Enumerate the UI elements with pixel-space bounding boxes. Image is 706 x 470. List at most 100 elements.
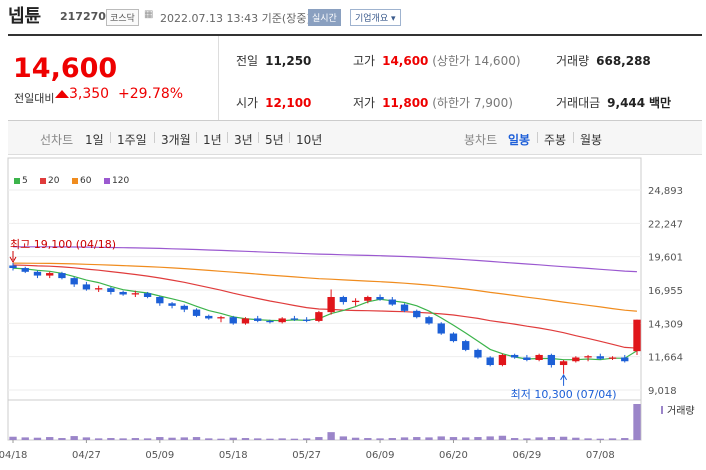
volume: 거래량 668,288	[556, 52, 651, 69]
upper-limit: (상한가 14,600)	[432, 54, 521, 68]
candle-body	[547, 354, 556, 366]
low-price: 저가 11,800 (하한가 7,900)	[353, 94, 513, 111]
candle-body	[339, 296, 348, 303]
tab-10y[interactable]: 10년	[296, 133, 323, 147]
volume-bar	[486, 436, 494, 440]
max-annotation: 최고 19,100 (04/18)	[10, 238, 116, 251]
stock-name: 넵튠	[8, 6, 42, 27]
candle-body	[192, 309, 201, 316]
volume-bar	[33, 437, 42, 440]
candle-body	[46, 273, 54, 276]
volume-bar	[217, 438, 225, 440]
summary-divider	[218, 36, 219, 120]
candle-body	[535, 354, 543, 360]
volume-bar	[205, 438, 213, 440]
tab-5y[interactable]: 5년	[265, 133, 284, 147]
candle-body	[437, 323, 445, 334]
change-label: 전일대비	[14, 92, 55, 105]
high-value: 14,600	[382, 54, 429, 68]
tab-divider	[196, 132, 197, 143]
low-label: 저가	[353, 96, 376, 110]
volume-bar	[192, 437, 201, 440]
tab-1y[interactable]: 1년	[203, 133, 222, 147]
candle-body	[498, 354, 507, 366]
candle-body	[131, 293, 140, 295]
volume-bar	[180, 437, 188, 440]
legend-ma60: 60	[72, 176, 91, 186]
candle-body	[327, 296, 335, 313]
volume-bar	[107, 438, 115, 440]
volume-bar	[266, 438, 274, 440]
tab-monthly[interactable]: 월봉	[580, 133, 603, 147]
volume-bar	[229, 437, 237, 440]
y-tick-label: 16,955	[648, 286, 683, 297]
x-tick-label: 05/18	[219, 450, 248, 461]
realtime-button[interactable]: 실시간	[308, 9, 341, 26]
y-tick-label: 24,893	[648, 186, 683, 197]
trade-amount: 거래대금 9,444 백만	[556, 94, 671, 111]
candle-body	[180, 305, 188, 310]
volume-bar	[302, 438, 311, 440]
tab-3m[interactable]: 3개월	[161, 133, 191, 147]
tab-daily[interactable]: 일봉	[508, 133, 531, 147]
price-change-pct: +29.78%	[118, 86, 184, 102]
candle-body	[9, 265, 17, 269]
prev-close-value: 11,250	[265, 54, 312, 68]
volume-value: 668,288	[596, 54, 651, 68]
ma120-line	[13, 246, 638, 273]
candle-body	[596, 356, 604, 359]
tab-3y[interactable]: 3년	[234, 133, 253, 147]
candle-body	[205, 315, 213, 319]
legend-swatch	[72, 177, 78, 184]
prev-close-label: 전일	[236, 54, 259, 68]
candle-body	[400, 304, 409, 311]
volume-bar	[70, 436, 78, 440]
chart-frame	[7, 157, 642, 441]
x-tick-label: 04/18	[0, 450, 27, 461]
x-tick-label: 04/27	[72, 450, 101, 461]
y-tick-label: 11,664	[648, 353, 683, 364]
amount-label: 거래대금	[556, 96, 601, 110]
tab-weekly[interactable]: 주봉	[544, 133, 567, 147]
y-tick-label: 14,309	[648, 319, 683, 330]
y-tick-label: 22,247	[648, 219, 683, 230]
candle-body	[584, 356, 592, 358]
candle-body	[21, 268, 29, 272]
tab-divider	[227, 132, 228, 143]
open-value: 12,100	[265, 96, 312, 110]
candle-body	[572, 357, 580, 362]
candle-chart-label: 봉차트	[464, 133, 498, 147]
volume-legend-label: 거래량	[667, 405, 695, 417]
tab-divider	[537, 132, 538, 143]
candle-body	[364, 296, 372, 301]
candle-body	[523, 357, 531, 360]
company-info-dropdown[interactable]: 기업개요 ▾	[350, 9, 401, 26]
volume-bar	[143, 438, 152, 440]
volume-bar	[58, 438, 66, 440]
volume-bar	[559, 436, 568, 440]
volume-bar	[498, 435, 507, 440]
tab-1d[interactable]: 1일	[85, 133, 104, 147]
tab-divider	[258, 132, 259, 143]
tab-1w[interactable]: 1주일	[117, 133, 147, 147]
candle-body	[254, 318, 262, 321]
candle-body	[486, 357, 494, 366]
volume-bar	[119, 438, 127, 440]
volume-bar	[351, 437, 360, 440]
candle-body	[351, 300, 360, 303]
stock-header: 넵튠 217270 코스닥 ▦ 2022.07.13 13:43 기준(장중) …	[0, 0, 706, 34]
volume-bar	[413, 437, 421, 440]
prev-close: 전일 11,250	[236, 52, 311, 69]
lower-limit: (하한가 7,900)	[432, 96, 513, 110]
open-label: 시가	[236, 96, 259, 110]
calendar-icon: ▦	[144, 9, 154, 20]
candle-body	[94, 288, 103, 290]
candle-body	[107, 288, 115, 292]
volume-bar	[290, 438, 299, 440]
candle-body	[156, 296, 164, 304]
volume-bar	[364, 438, 372, 440]
candle-body	[510, 354, 519, 358]
candle-body	[413, 310, 421, 318]
volume-bar	[400, 437, 409, 440]
